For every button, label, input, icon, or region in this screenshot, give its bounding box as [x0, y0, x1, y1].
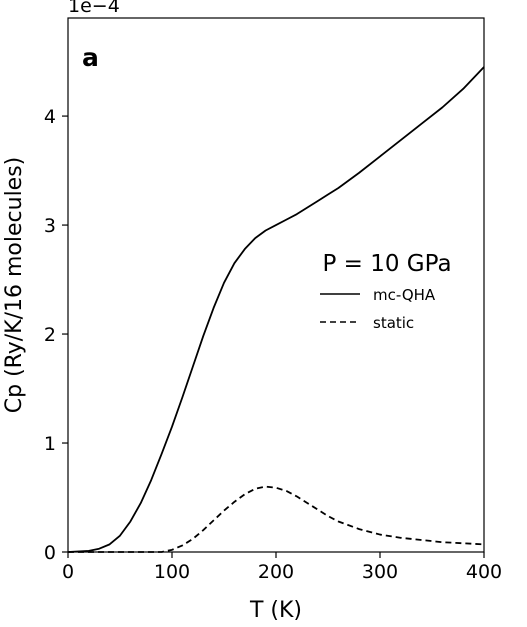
y-tick-label: 4	[44, 106, 56, 128]
x-axis-label: T (K)	[249, 598, 302, 623]
x-tick-label: 300	[362, 561, 398, 583]
x-tick-label: 400	[466, 561, 502, 583]
series-line-static	[68, 485, 485, 553]
series-layer	[67, 66, 485, 553]
y-axis-label: Cp (Ry/K/16 molecules)	[2, 157, 27, 414]
x-tick-label: 200	[258, 561, 294, 583]
x-axis-ticks: 0 100 200 300 400	[62, 552, 502, 583]
y-tick-label: 1	[44, 433, 56, 455]
y-axis-ticks: 0 1 2 3 4	[44, 106, 68, 564]
legend: P = 10 GPa mc-QHA static	[320, 251, 452, 332]
y-tick-label: 0	[44, 542, 56, 564]
panel-label: a	[82, 43, 99, 72]
y-tick-label: 3	[44, 215, 56, 237]
x-tick-label: 100	[154, 561, 190, 583]
series-line-mc-qha	[67, 66, 485, 553]
x-tick-label: 0	[62, 561, 74, 583]
y-offset-label: 1e−4	[68, 0, 120, 17]
legend-label-mc-qha: mc-QHA	[373, 286, 436, 304]
legend-label-static: static	[373, 314, 414, 332]
legend-title: P = 10 GPa	[322, 251, 451, 277]
y-tick-label: 2	[44, 324, 56, 346]
